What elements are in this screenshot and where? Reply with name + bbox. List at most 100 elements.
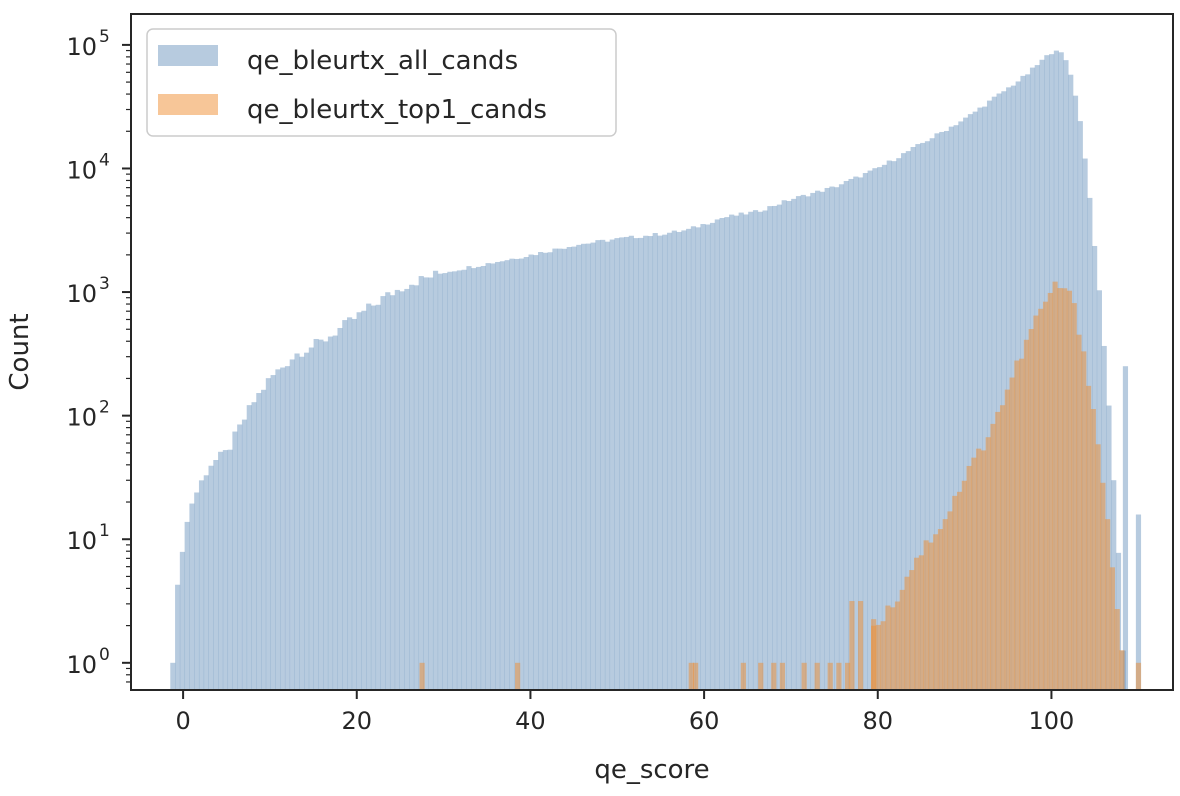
bar-all-cands bbox=[624, 236, 630, 690]
bar-all-cands bbox=[853, 176, 859, 690]
bar-all-cands bbox=[943, 130, 950, 691]
bar-all-cands bbox=[552, 248, 558, 690]
bar-all-cands bbox=[194, 492, 200, 690]
bar-top1-cands bbox=[1105, 519, 1111, 690]
bar-all-cands bbox=[924, 141, 931, 691]
legend-frame bbox=[146, 28, 617, 137]
bar-all-cands bbox=[838, 184, 845, 690]
bar-all-cands bbox=[824, 187, 830, 691]
bar-top1-cands bbox=[1047, 292, 1053, 690]
legend-swatch-top1-cands bbox=[158, 94, 218, 115]
bar-top1-cands bbox=[1081, 351, 1087, 690]
bar-all-cands bbox=[604, 241, 611, 691]
bar-all-cands bbox=[590, 242, 596, 690]
bar-all-cands bbox=[695, 227, 701, 690]
bar-all-cands bbox=[366, 303, 372, 690]
bar-all-cands bbox=[337, 327, 343, 690]
bar-all-cands bbox=[733, 215, 740, 690]
bar-all-cands bbox=[566, 247, 572, 690]
bar-top1-cands bbox=[890, 607, 896, 690]
bar-all-cands bbox=[671, 230, 677, 690]
x-tick-label: 60 bbox=[689, 707, 720, 735]
bar-top1-cands bbox=[976, 448, 982, 690]
bar-all-cands bbox=[963, 117, 969, 691]
bar-top1-cands bbox=[880, 621, 886, 690]
plot-frame bbox=[130, 13, 1174, 691]
bar-top1-cands bbox=[1033, 315, 1039, 690]
bar-all-cands bbox=[1006, 87, 1012, 691]
bar-all-cands bbox=[757, 211, 763, 691]
bar-all-cands bbox=[361, 310, 367, 690]
bar-top1-cands bbox=[899, 589, 905, 690]
bar-top1-cands bbox=[1114, 609, 1120, 690]
bar-all-cands bbox=[666, 232, 673, 690]
bar-all-cands bbox=[743, 214, 749, 690]
y-axis-label: Count bbox=[5, 313, 35, 390]
bar-all-cands bbox=[189, 503, 195, 690]
bar-all-cands bbox=[538, 252, 544, 690]
bar-all-cands bbox=[719, 218, 725, 690]
bar-all-cands bbox=[547, 252, 553, 691]
bar-top1-cands bbox=[961, 480, 967, 690]
x-tick-label: 80 bbox=[862, 707, 893, 735]
bar-all-cands bbox=[781, 200, 787, 691]
bar-top1-cands bbox=[995, 411, 1001, 690]
bar-all-cands bbox=[948, 126, 954, 690]
bar-all-cands bbox=[456, 270, 463, 690]
bar-top1-cands bbox=[947, 511, 953, 690]
bar-top1-cands bbox=[942, 519, 948, 690]
bar-all-cands bbox=[772, 205, 778, 690]
bar-all-cands bbox=[881, 164, 888, 691]
bar-all-cands bbox=[609, 239, 615, 691]
y-tick-exponent: 3 bbox=[99, 274, 110, 294]
bar-all-cands bbox=[208, 465, 214, 690]
bar-all-cands bbox=[738, 212, 744, 690]
bar-all-cands bbox=[767, 206, 773, 690]
bar-all-cands bbox=[600, 239, 606, 690]
bar-all-cands bbox=[843, 180, 849, 691]
bar-all-cands bbox=[786, 201, 792, 690]
y-tick-exponent: 2 bbox=[99, 398, 110, 418]
y-tick-label: 10 bbox=[66, 404, 97, 432]
bar-all-cands bbox=[647, 236, 654, 691]
bar-top1-cands bbox=[1066, 290, 1073, 690]
bar-top1-cands bbox=[894, 601, 901, 690]
bar-all-cands bbox=[776, 204, 782, 690]
bar-all-cands bbox=[752, 210, 759, 690]
bar-all-cands bbox=[261, 389, 267, 690]
bar-top1-cands bbox=[1119, 650, 1125, 690]
bar-all-cands bbox=[528, 254, 534, 691]
bar-all-cands bbox=[910, 147, 916, 690]
bar-all-cands bbox=[652, 233, 658, 690]
bar-all-cands bbox=[409, 284, 415, 690]
bar-all-cands bbox=[213, 460, 219, 690]
bar-top1-cands-sparse bbox=[1135, 662, 1142, 690]
bar-all-cands bbox=[518, 258, 525, 690]
bar-top1-cands bbox=[1042, 301, 1049, 690]
bar-all-cands bbox=[834, 187, 840, 690]
y-tick-label: 10 bbox=[66, 651, 97, 679]
bar-top1-cands-sparse bbox=[836, 662, 842, 690]
bar-all-cands bbox=[413, 285, 420, 690]
bar-all-cands bbox=[437, 273, 443, 690]
bar-top1-cands bbox=[1028, 329, 1034, 690]
bar-top1-cands-sparse bbox=[814, 662, 820, 690]
bar-all-cands bbox=[495, 261, 501, 690]
bar-top1-cands bbox=[914, 557, 920, 690]
bar-top1-cands bbox=[1090, 409, 1096, 690]
bar-all-cands bbox=[986, 100, 993, 691]
bar-all-cands bbox=[748, 211, 754, 690]
bar-all-cands bbox=[967, 114, 974, 691]
bar-all-cands bbox=[394, 289, 400, 690]
bar-all-cands bbox=[896, 158, 902, 691]
x-tick-label: 0 bbox=[175, 707, 190, 735]
bar-all-cands bbox=[170, 662, 176, 690]
bar-all-cands bbox=[227, 449, 233, 690]
bar-top1-cands bbox=[1085, 385, 1092, 690]
y-tick-label: 10 bbox=[66, 33, 97, 61]
bar-all-cands bbox=[471, 268, 477, 690]
bar-all-cands bbox=[241, 419, 248, 690]
bar-all-cands bbox=[514, 258, 520, 690]
bar-top1-cands bbox=[1019, 358, 1025, 690]
